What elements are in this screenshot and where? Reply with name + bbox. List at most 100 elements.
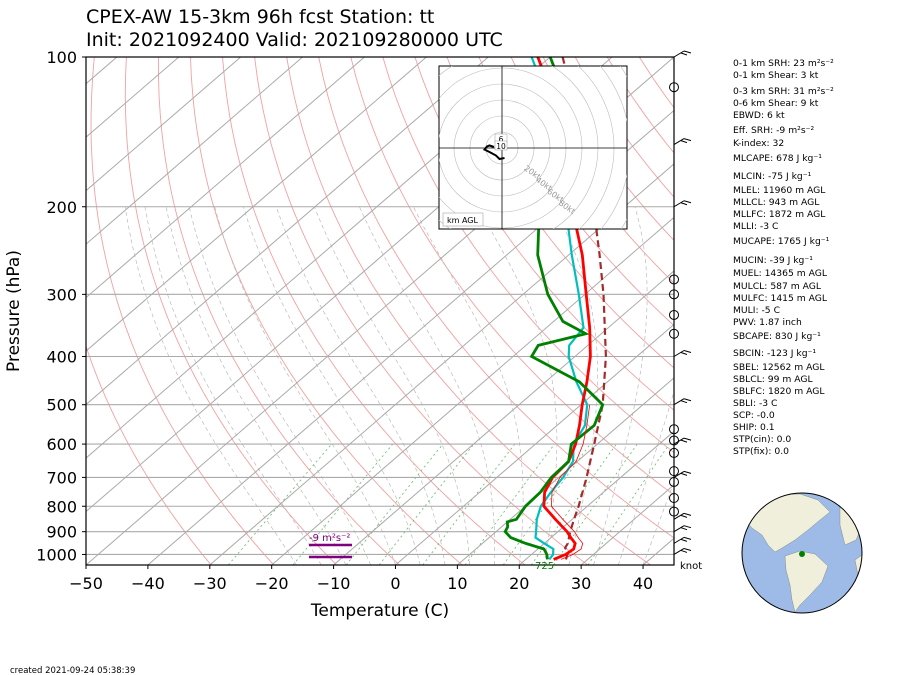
- calm-wind-circle: [669, 82, 679, 93]
- created-timestamp: created 2021-09-24 05:38:39: [10, 666, 135, 675]
- dry-adiabat: [510, 57, 674, 284]
- lcl-label: 725: [535, 561, 554, 572]
- dry-adiabat: [124, 57, 338, 565]
- mixing-ratio-line: [378, 443, 475, 565]
- globe-south-america: [784, 550, 829, 613]
- isotherm: [86, 57, 427, 352]
- moist-adiabat: [243, 206, 421, 565]
- x-axis-label: Temperature (C): [310, 601, 449, 621]
- mixing-ratio-line: [422, 443, 516, 565]
- hodograph-height-label: 6: [499, 135, 504, 144]
- index-line: SCP: -0.0: [733, 410, 775, 421]
- virtual-temperature-line: [550, 404, 591, 560]
- wind-barbs: [669, 50, 692, 555]
- x-tick-label: −30: [193, 574, 227, 593]
- calm-wind-circle: [669, 476, 679, 487]
- calm-wind-circle: [669, 492, 679, 503]
- chart-title-line1: CPEX-AW 15-3km 96h fcst Station: tt: [86, 6, 434, 28]
- moist-adiabat: [593, 206, 648, 565]
- index-line: 0-6 km Shear: 9 kt: [733, 98, 819, 109]
- index-line: K-index: 32: [733, 138, 784, 149]
- index-line: MLLFC: 1872 m AGL: [733, 209, 826, 220]
- isotherm: [457, 377, 674, 565]
- index-line: Eff. SRH: -9 m²s⁻²: [733, 125, 814, 136]
- srh-label: -9 m²s⁻²: [309, 533, 350, 544]
- calm-wind-circle: [669, 274, 679, 285]
- dry-adiabat: [254, 57, 588, 565]
- index-line: MLCAPE: 678 J kg⁻¹: [733, 153, 822, 164]
- index-line: 0-3 km SRH: 31 m²s⁻²: [733, 86, 834, 97]
- y-tick-label: 300: [46, 285, 77, 304]
- index-line: MLCIN: -75 J kg⁻¹: [733, 171, 812, 182]
- index-line: STP(fix): 0.0: [733, 446, 789, 457]
- wind-barb: [673, 536, 692, 544]
- isotherm: [86, 57, 489, 406]
- chart-title-line2: Init: 2021092400 Valid: 202109280000 UTC: [86, 29, 503, 51]
- calm-wind-circle: [669, 309, 679, 320]
- moist-adiabat: [359, 206, 496, 565]
- y-tick-label: 100: [46, 48, 77, 67]
- mixing-ratio-line: [502, 443, 591, 565]
- y-tick-label: 700: [46, 468, 77, 487]
- y-tick-label: 600: [46, 435, 77, 454]
- index-line: 0-1 km SRH: 23 m²s⁻²: [733, 58, 834, 69]
- wind-barb: [673, 470, 692, 478]
- isotherm: [333, 270, 674, 565]
- y-tick-label: 400: [46, 348, 77, 367]
- calm-wind-circle: [669, 289, 679, 300]
- isotherm: [395, 323, 674, 565]
- isotherm: [518, 430, 674, 565]
- dry-adiabat: [832, 57, 906, 565]
- x-tick-label: 40: [633, 574, 653, 593]
- wind-barb: [673, 525, 692, 533]
- dry-adiabat: [222, 57, 526, 565]
- dry-adiabat: [350, 57, 674, 496]
- dry-adiabat: [86, 344, 212, 565]
- index-line: MULCL: 587 m AGL: [733, 281, 822, 292]
- moist-adiabat: [477, 206, 558, 565]
- wind-barb: [673, 200, 692, 208]
- index-line: MLLCL: 943 m AGL: [733, 197, 820, 208]
- wind-barb: [673, 50, 692, 58]
- calm-wind-circle: [669, 506, 679, 517]
- knot-label: knot: [680, 561, 702, 572]
- x-axis-ticks: −50 −40 −30 −20 −10 0 10 20 30 40: [69, 565, 653, 593]
- dry-adiabat: [382, 57, 674, 454]
- wind-barb: [673, 512, 692, 520]
- moist-adiabat: [188, 206, 372, 565]
- isotherm: [86, 57, 303, 245]
- mixing-ratio-line: [345, 443, 444, 565]
- y-tick-label: 200: [46, 198, 77, 217]
- calm-wind-circle: [669, 435, 679, 446]
- dry-adiabat: [414, 57, 674, 411]
- hodograph-unit-label: km AGL: [447, 216, 479, 225]
- isotherm: [86, 57, 365, 299]
- index-line: SBLI: -3 C: [733, 398, 777, 409]
- index-line: PWV: 1.87 inch: [733, 317, 802, 328]
- index-line: EBWD: 6 kt: [733, 110, 785, 121]
- wind-barb: [673, 398, 692, 406]
- moist-adiabat: [412, 206, 524, 565]
- isotherm: [271, 216, 674, 565]
- index-line: SBLFC: 1820 m AGL: [733, 386, 825, 397]
- y-axis-ticks: 100 200 300 400 500 600 700 800 900 1000: [36, 48, 86, 564]
- calm-wind-circle: [669, 328, 679, 339]
- index-line: SBLCL: 99 m AGL: [733, 374, 814, 385]
- index-line: MULFC: 1415 m AGL: [733, 293, 828, 304]
- hodograph-trace: [482, 144, 505, 161]
- index-line: MULI: -5 C: [733, 305, 780, 316]
- y-tick-label: 900: [46, 523, 77, 542]
- y-tick-label: 500: [46, 396, 77, 415]
- x-tick-label: −20: [255, 574, 289, 593]
- moist-adiabat: [275, 206, 446, 565]
- index-line: STP(cin): 0.0: [733, 434, 791, 445]
- mixing-ratio-line: [553, 443, 638, 565]
- calm-wind-circle: [669, 466, 679, 477]
- wind-barb: [673, 138, 692, 146]
- moist-adiabat: [124, 206, 297, 565]
- index-line: MUEL: 14365 m AGL: [733, 268, 828, 279]
- x-tick-label: 20: [509, 574, 529, 593]
- index-line: SBCAPE: 830 J kg⁻¹: [733, 331, 821, 342]
